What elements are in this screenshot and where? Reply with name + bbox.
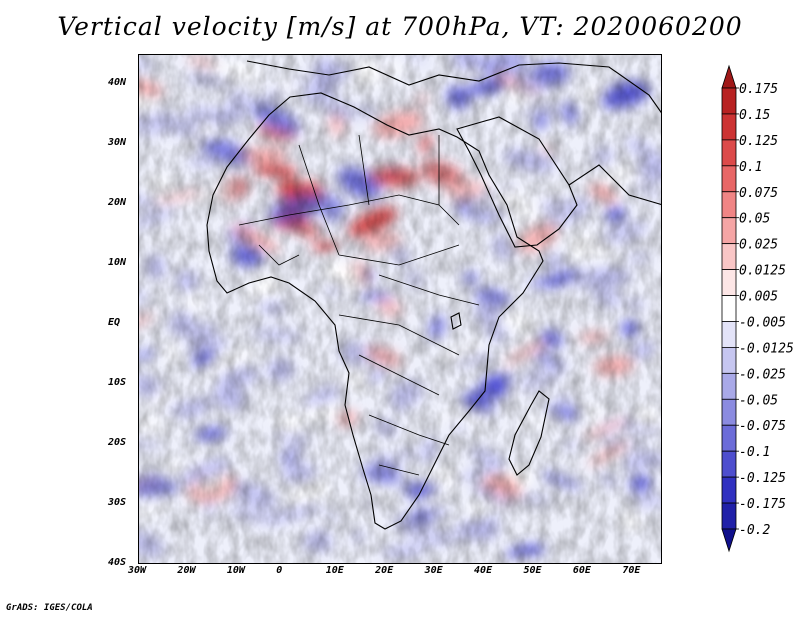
x-tick-label: 50E <box>523 565 542 576</box>
colorbar-swatch <box>721 191 737 219</box>
colorbar-label: 0.075 <box>739 186 778 201</box>
footer-credit: GrADS: IGES/COLA <box>6 603 93 613</box>
colorbar-label: -0.075 <box>739 419 786 434</box>
colorbar-label: -0.025 <box>739 367 786 382</box>
colorbar-swatch <box>721 476 737 504</box>
colorbar-swatch <box>721 243 737 270</box>
colorbar-swatch <box>721 450 737 478</box>
colorbar-swatch <box>721 347 737 374</box>
velocity-field-map <box>139 55 661 563</box>
coastline-layer <box>206 60 661 530</box>
arabia-coastline <box>456 116 578 248</box>
y-tick-label: 40N <box>108 77 127 88</box>
x-tick-label: 30E <box>424 565 443 576</box>
x-tick-label: 40E <box>474 565 493 576</box>
x-tick-label: 0 <box>276 565 283 576</box>
colorbar-label: -0.0125 <box>739 341 794 356</box>
persian-gulf-coast <box>568 164 661 205</box>
y-tick-label: 10S <box>108 377 127 388</box>
x-tick-label: 10W <box>226 565 245 576</box>
colorbar-label: 0.15 <box>739 108 770 123</box>
map-plot-area <box>138 54 662 564</box>
colorbar-swatch <box>721 113 737 141</box>
colorbar-swatch <box>721 269 737 296</box>
colorbar-label: 0.1 <box>739 160 762 175</box>
x-tick-label: 70E <box>622 565 641 576</box>
europe-coastline <box>246 60 661 114</box>
colorbar-swatch <box>721 165 737 193</box>
colorbar-label: 0.175 <box>739 82 778 97</box>
colorbar-swatch <box>721 295 737 322</box>
colorbar-label: -0.005 <box>739 315 786 330</box>
colorbar-swatch <box>721 502 737 530</box>
colorbar-min-triangle <box>721 528 737 553</box>
colorbar-swatch <box>721 87 737 115</box>
colorbar-swatch <box>721 217 737 245</box>
field-texture-down <box>139 55 661 563</box>
x-tick-label: 10E <box>325 565 344 576</box>
lake-victoria <box>450 312 462 330</box>
colorbar-label: 0.005 <box>739 290 778 305</box>
y-tick-label: 30N <box>108 137 127 148</box>
y-tick-label: 20S <box>108 437 127 448</box>
colorbar-swatch <box>721 321 737 348</box>
colorbar-label: 0.0125 <box>739 264 786 279</box>
y-tick-label: 30S <box>108 497 127 508</box>
colorbar-label: -0.125 <box>739 471 786 486</box>
colorbar-label: -0.05 <box>739 393 778 408</box>
colorbar-label: -0.2 <box>739 523 770 538</box>
x-tick-label: 20W <box>177 565 196 576</box>
borders <box>238 134 480 476</box>
colorbar-label: 0.125 <box>739 134 778 149</box>
colorbar-swatch <box>721 139 737 167</box>
colorbar-label: -0.175 <box>739 497 786 512</box>
colorbar-swatch <box>721 398 737 426</box>
map-title: Vertical velocity [m/s] at 700hPa, VT: 2… <box>57 12 743 41</box>
y-tick-label: 10N <box>108 257 127 268</box>
colorbar-swatch <box>721 424 737 452</box>
y-tick-label: 20N <box>108 197 127 208</box>
x-tick-label: 30W <box>128 565 147 576</box>
x-tick-label: 60E <box>572 565 591 576</box>
colorbar-swatch <box>721 372 737 400</box>
colorbar: 0.175 0.15 0.125 0.1 0.075 0.05 0.025 0.0125 0.0… <box>721 64 794 553</box>
colorbar-label: 0.025 <box>739 238 778 253</box>
colorbar-label: 0.05 <box>739 212 770 227</box>
y-tick-label: 40S <box>108 557 127 568</box>
colorbar-label: -0.1 <box>739 445 770 460</box>
madagascar-coastline <box>508 390 550 476</box>
africa-coastline <box>206 92 544 530</box>
colorbar-max-triangle <box>721 64 737 89</box>
x-tick-label: 20E <box>375 565 394 576</box>
y-tick-label: EQ <box>108 317 121 328</box>
